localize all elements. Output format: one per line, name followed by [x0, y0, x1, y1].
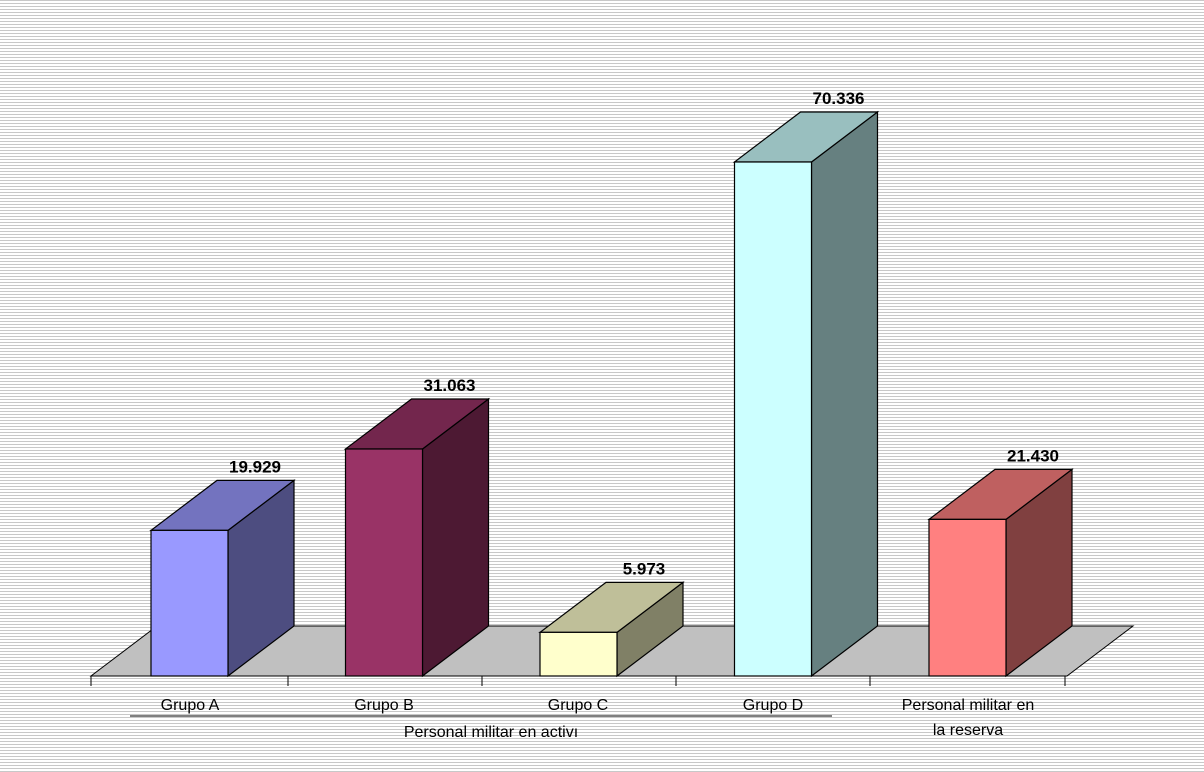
bar-front: [539, 631, 618, 677]
value-labels: 19.929 31.063 5.973 70.336 21.430: [229, 89, 1059, 578]
bar-front: [733, 161, 813, 677]
bar-front: [928, 518, 1007, 677]
bar-4: [732, 110, 880, 678]
category-label: Grupo A: [161, 697, 220, 714]
bar-1: [149, 479, 296, 678]
value-label: 70.336: [813, 89, 865, 108]
bar-3: [538, 581, 685, 678]
bar-front: [344, 448, 424, 677]
category-label: Grupo D: [743, 697, 803, 714]
value-label: 21.430: [1007, 446, 1059, 465]
category-label: la reserva: [933, 722, 1003, 739]
bar-front: [150, 529, 229, 677]
bar-2: [343, 397, 491, 678]
category-label: Grupo B: [354, 697, 414, 714]
value-label: 31.063: [424, 376, 476, 395]
bars: [149, 110, 1074, 678]
category-label: Grupo C: [548, 697, 608, 714]
bar-5: [927, 468, 1074, 678]
category-label: Personal militar en: [902, 697, 1035, 714]
bar-side: [810, 110, 879, 678]
x-axis: Grupo A Grupo B Grupo C Grupo D Personal mil…: [90, 675, 1067, 741]
value-label: 5.973: [623, 559, 666, 578]
group-label: Personal militar en activı: [404, 724, 578, 741]
value-label: 19.929: [229, 457, 281, 476]
